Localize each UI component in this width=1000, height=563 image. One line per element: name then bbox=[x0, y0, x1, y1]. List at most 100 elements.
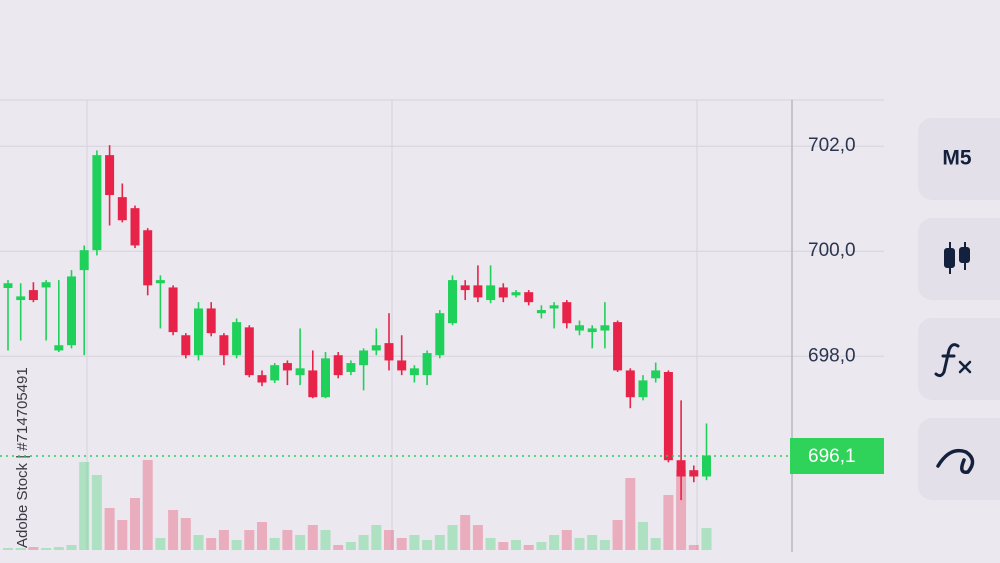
volume-bar bbox=[625, 478, 636, 550]
candles bbox=[3, 145, 711, 501]
candle-body bbox=[600, 325, 610, 331]
volume-bar bbox=[638, 522, 648, 550]
candle-body bbox=[270, 365, 280, 381]
candle-body bbox=[295, 368, 305, 376]
fx-icon bbox=[934, 343, 972, 378]
candle-body bbox=[663, 371, 673, 461]
volume-bar bbox=[218, 530, 229, 550]
y-tick-label: 698,0 bbox=[808, 345, 856, 366]
volume-bar bbox=[295, 535, 306, 550]
drawing-button[interactable] bbox=[918, 418, 1000, 500]
volume-bar bbox=[117, 520, 128, 550]
candle-body bbox=[613, 322, 623, 371]
drawing-icon bbox=[936, 448, 975, 474]
volume-bar bbox=[498, 542, 509, 550]
candle-body bbox=[575, 325, 584, 331]
volume-bar bbox=[91, 475, 102, 550]
volume-bar bbox=[257, 522, 267, 550]
watermark: Adobe Stock | #714705491 bbox=[14, 367, 31, 548]
y-axis-labels: 698,0 700,0 702,0 bbox=[808, 135, 856, 366]
volume-bar bbox=[307, 525, 318, 550]
candle-body bbox=[92, 155, 102, 251]
candle-body bbox=[194, 308, 203, 356]
candle-body bbox=[524, 292, 534, 303]
candle-body bbox=[702, 455, 711, 477]
volume-bar bbox=[447, 525, 458, 550]
volume-bar bbox=[574, 538, 585, 550]
volume-bar bbox=[53, 547, 64, 550]
candle-body bbox=[206, 308, 216, 334]
volume-bar bbox=[79, 462, 90, 550]
candle-body bbox=[651, 370, 661, 379]
candle-body bbox=[422, 353, 432, 376]
timeframe-label[interactable]: M5 bbox=[942, 147, 971, 170]
indicators-button[interactable] bbox=[918, 318, 1000, 400]
volume-bar bbox=[66, 545, 77, 550]
volume-bar bbox=[320, 530, 331, 550]
candle-body bbox=[486, 285, 496, 301]
candle-body bbox=[321, 358, 330, 398]
candle-body bbox=[105, 155, 115, 196]
volume-bar bbox=[409, 535, 420, 550]
candle-body bbox=[638, 380, 648, 398]
volume-bar bbox=[193, 535, 204, 550]
volume-bar bbox=[485, 538, 496, 550]
candle-body bbox=[359, 350, 369, 366]
volume-bar bbox=[561, 530, 572, 550]
candle-body bbox=[384, 343, 394, 361]
candle-body bbox=[257, 375, 267, 383]
volume-bar bbox=[599, 540, 610, 550]
candle-body bbox=[130, 208, 140, 246]
volume-bar bbox=[130, 498, 140, 550]
volume-bar bbox=[206, 538, 217, 550]
volume-bar bbox=[104, 508, 115, 550]
volume-bar bbox=[3, 548, 13, 550]
candle-body bbox=[308, 370, 318, 398]
volume-bar bbox=[663, 495, 674, 550]
volume-bar bbox=[142, 460, 153, 550]
candle-body bbox=[282, 363, 292, 371]
candle-body bbox=[511, 292, 521, 296]
volume-bars bbox=[3, 460, 712, 550]
current-price-label: 696,1 bbox=[808, 446, 856, 467]
volume-bar bbox=[28, 547, 39, 550]
candle-body bbox=[41, 282, 51, 288]
y-tick-label: 700,0 bbox=[808, 240, 856, 261]
volume-bar bbox=[180, 518, 191, 550]
volume-bar bbox=[371, 525, 382, 550]
volume-bar bbox=[345, 542, 356, 550]
volume-bar bbox=[472, 525, 483, 550]
candle-body bbox=[28, 290, 38, 301]
candle-body bbox=[587, 328, 597, 333]
candle-body bbox=[244, 327, 254, 376]
volume-bar bbox=[460, 515, 471, 550]
volume-bar bbox=[333, 545, 344, 550]
volume-bar bbox=[612, 520, 623, 550]
volume-bar bbox=[15, 548, 26, 550]
candle-body bbox=[397, 360, 407, 371]
current-price-badge bbox=[790, 438, 884, 475]
candle-body bbox=[536, 310, 546, 314]
candle-body bbox=[448, 280, 457, 324]
candle-body bbox=[625, 370, 635, 398]
candle-body bbox=[232, 322, 242, 356]
volume-bar bbox=[384, 530, 394, 550]
volume-bar bbox=[688, 545, 699, 550]
volume-bar bbox=[155, 538, 166, 550]
volume-bar bbox=[358, 535, 369, 550]
volume-bar bbox=[511, 540, 521, 550]
volume-bar bbox=[549, 535, 560, 550]
volume-bar bbox=[396, 538, 407, 550]
volume-bar bbox=[650, 538, 661, 550]
y-tick-label: 702,0 bbox=[808, 135, 856, 156]
candle-body bbox=[333, 355, 343, 376]
candle-body bbox=[181, 335, 191, 356]
timeframe-button[interactable] bbox=[918, 118, 1000, 200]
candle-body bbox=[676, 460, 686, 477]
candle-body bbox=[460, 285, 470, 291]
candle-icon bbox=[944, 242, 970, 274]
candle-body bbox=[549, 305, 559, 309]
candle-body bbox=[689, 470, 699, 477]
candle-body bbox=[168, 287, 178, 333]
volume-bar bbox=[244, 530, 255, 550]
